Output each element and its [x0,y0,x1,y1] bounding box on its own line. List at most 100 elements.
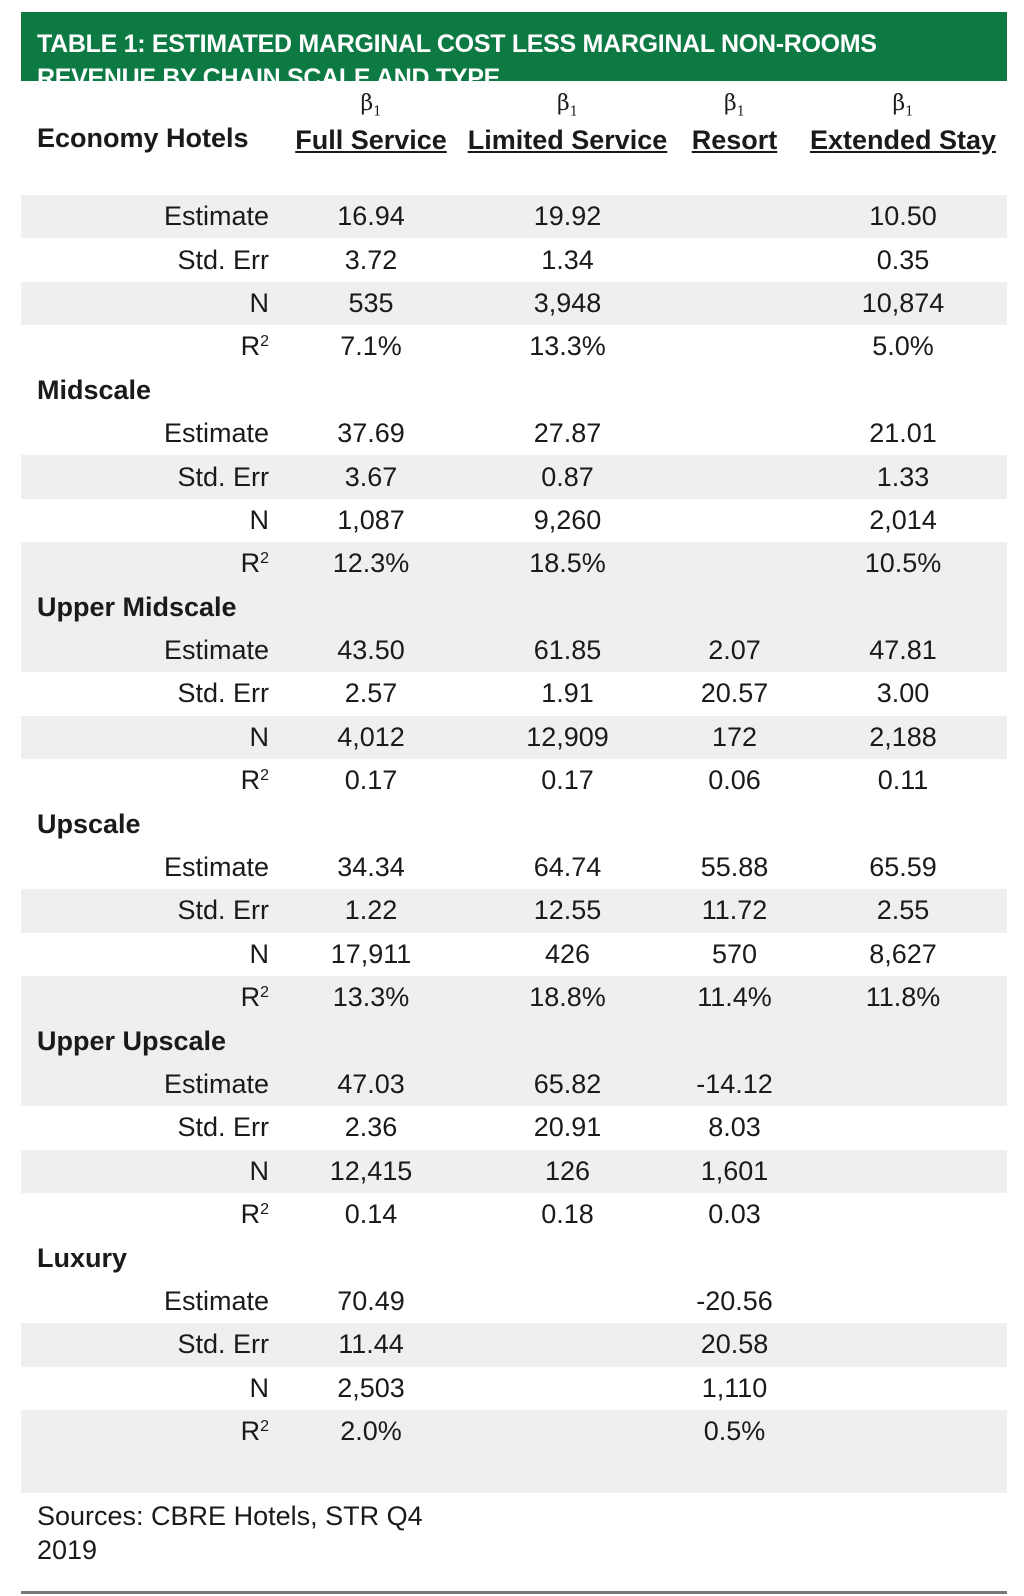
data-cell: 5.0% [872,331,934,362]
table-row: Std. Err 2.57 1.91 20.57 3.00 [21,672,1007,715]
data-cell [799,1149,1007,1193]
data-cell: 1.22 [277,889,465,933]
section-row: Luxury [21,1236,1007,1279]
data-cell: 20.57 [700,678,769,709]
beta-subscript: 1 [569,104,578,119]
table-row: R2 12.3% 18.5% 10.5% [21,542,1007,586]
stat-label: R2 [21,1193,277,1236]
table-row: Std. Err 3.72 1.34 0.35 [21,238,1007,281]
stat-label-text: Estimate [163,852,269,883]
data-cell: 65.59 [869,852,937,883]
data-cell: 3.72 [344,244,398,275]
data-cell: 2.07 [670,628,799,673]
data-cell: 570 [711,938,758,969]
data-cell: 172 [670,715,799,760]
stat-label: Std. Err [21,672,277,715]
stat-label-text: R [240,548,261,579]
stat-label-text: Estimate [163,635,269,666]
data-cell: 0.18 [541,1199,594,1230]
data-cell [670,499,799,542]
data-cell: 8.03 [708,1112,761,1143]
r-squared-superscript: 2 [260,767,269,785]
data-cell [465,1280,670,1323]
data-cell: 2,188 [799,715,1007,760]
table-row: Std. Err 1.22 12.55 11.72 2.55 [21,889,1007,933]
stat-label: R2 [21,325,277,368]
r-squared-superscript: 2 [260,333,269,351]
data-cell [670,542,799,586]
stat-label-text: R [240,765,261,796]
section-row: Upper Midscale [21,585,1007,629]
table-row: Estimate 47.03 65.82 -14.12 [21,1062,1007,1107]
beta-symbol: β1 [799,81,1007,119]
data-cell: 1,601 [670,1149,799,1193]
data-cell: 61.85 [465,628,670,673]
stat-label: Std. Err [21,455,277,499]
section-row: Midscale [21,369,1007,412]
data-cell: 16.94 [277,195,465,239]
data-cell [465,1323,670,1367]
data-cell: 0.35 [876,244,930,275]
data-cell: 12,415 [277,1149,465,1193]
stat-label: R2 [21,1409,277,1454]
table-body: β1 β1 β1 β1 Economy Hotels Full Service Limite… [21,81,1007,1494]
data-cell [465,1409,670,1454]
data-cell: 2,014 [869,504,937,535]
stat-label: Std. Err [21,238,277,281]
data-cell: 34.34 [337,852,405,883]
data-cell: 11.8% [799,976,1007,1020]
r-squared-superscript: 2 [260,1201,269,1219]
stat-label: Estimate [21,412,277,455]
data-cell: 37.69 [337,418,405,449]
spacer-row [21,1453,1007,1494]
beta-subscript: 1 [373,104,382,119]
data-cell: 0.11 [877,765,929,796]
stat-label: R2 [21,976,277,1020]
table-row: N 4,012 12,909 172 2,188 [21,715,1007,760]
stat-label: Std. Err [21,1106,277,1149]
column-header: Limited Service [467,125,668,155]
data-cell: 0.03 [708,1199,761,1230]
data-cell: 11.44 [277,1323,465,1367]
stat-label: Estimate [21,195,277,239]
data-cell: 2.0% [277,1409,465,1454]
table-row: Estimate 34.34 64.74 55.88 65.59 [21,846,1007,889]
data-cell [670,281,799,326]
stat-label: N [21,499,277,542]
stat-label-text: Std. Err [177,678,269,709]
data-cell: 11.4% [670,976,799,1020]
data-cell: 47.03 [277,1062,465,1107]
beta-row: β1 β1 β1 β1 [21,81,1007,119]
data-cell: 10.5% [799,542,1007,586]
column-header: Extended Stay [809,125,997,155]
r-squared-superscript: 2 [260,1418,269,1436]
table-row: N 12,415 126 1,601 [21,1149,1007,1193]
data-cell: 11.72 [670,889,799,933]
section-row: Upper Upscale [21,1019,1007,1063]
data-cell: 27.87 [533,418,602,449]
data-cell [799,1280,1007,1323]
data-cell: 0.14 [344,1199,398,1230]
stat-label-text: Std. Err [177,244,269,275]
stat-label-text: Estimate [163,418,269,449]
data-cell: 2.55 [799,889,1007,933]
data-cell: 18.5% [465,542,670,586]
table-row: N 17,911 426 570 8,627 [21,933,1007,976]
table-row: R2 7.1% 13.3% 5.0% [21,325,1007,368]
data-cell: 3,948 [465,281,670,326]
data-cell: 0.17 [344,765,398,796]
table-row: R2 2.0% 0.5% [21,1409,1007,1454]
bottom-rule [21,1591,1007,1594]
data-cell: 0.06 [708,765,761,796]
data-cell: 2.36 [344,1112,398,1143]
data-cell: 65.82 [465,1062,670,1107]
section-title: Upscale [37,808,141,839]
stat-label: N [21,1149,277,1193]
table-row: R2 13.3% 18.8% 11.4% 11.8% [21,976,1007,1020]
beta-letter: β [724,90,737,116]
stat-label-text: N [249,938,270,969]
data-table: β1 β1 β1 β1 Economy Hotels Full Service Limite… [21,81,1007,1494]
data-cell [799,1323,1007,1367]
data-cell: 10.50 [799,195,1007,239]
stat-label-text: N [249,721,270,752]
